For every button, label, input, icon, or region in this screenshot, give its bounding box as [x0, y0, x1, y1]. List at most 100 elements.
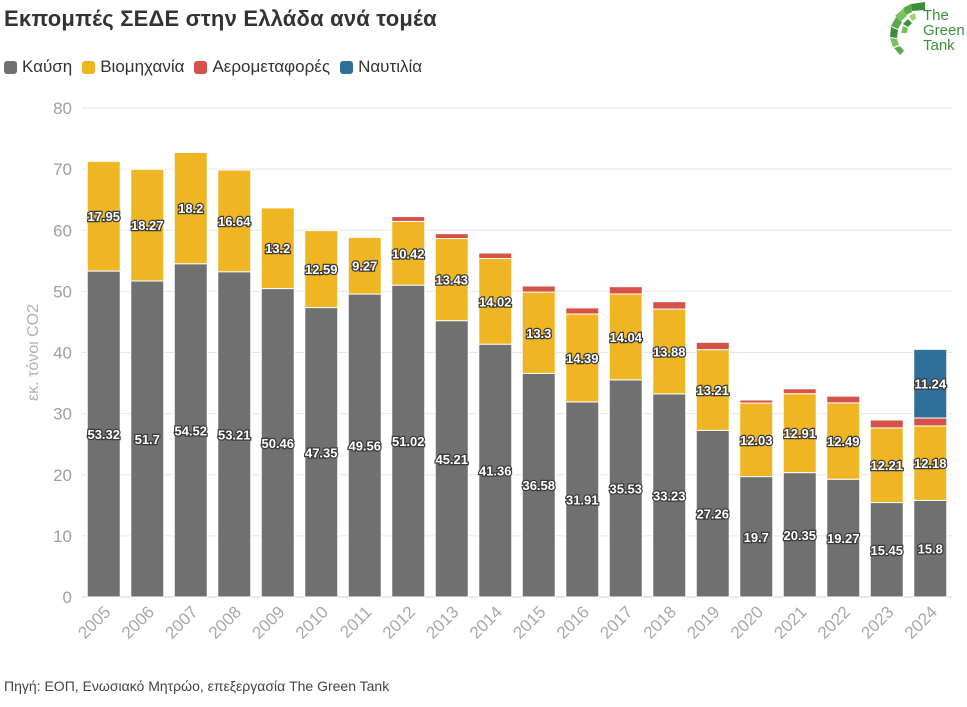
legend-swatch-shipping	[340, 60, 354, 74]
chart-legend: Καύση Βιομηχανία Αερομεταφορές Ναυτιλία	[4, 57, 432, 77]
data-label-combustion: 35.53	[609, 481, 642, 496]
bar-segment-combustion	[826, 478, 861, 598]
bar-segment-industry	[608, 293, 643, 381]
x-tick-label: 2021	[770, 602, 810, 642]
x-tick-label: 2009	[248, 602, 288, 642]
bar-segment-shipping	[913, 348, 948, 419]
logo-text-line1: The	[923, 7, 949, 24]
bar-segment-industry	[173, 151, 208, 265]
bar-segment-industry	[217, 169, 252, 273]
logo-text-line2: Green	[923, 22, 965, 39]
y-tick-label: 80	[53, 99, 72, 118]
x-tick-label: 2019	[683, 602, 723, 642]
bar-segment-industry	[130, 168, 165, 282]
data-label-industry: 13.88	[653, 344, 686, 359]
bar-segment-industry	[782, 393, 817, 474]
data-label-industry: 9.27	[352, 259, 377, 274]
data-label-industry: 14.04	[609, 330, 642, 345]
bar-segment-industry	[652, 308, 687, 395]
legend-item-combustion[interactable]: Καύση	[4, 57, 72, 77]
legend-label-combustion: Καύση	[22, 57, 73, 76]
y-tick-label: 10	[53, 527, 72, 546]
data-label-combustion: 47.35	[305, 445, 338, 460]
logo-text-line3: Tank	[923, 37, 955, 54]
bar-segment-aviation	[913, 417, 948, 427]
data-label-shipping: 11.24	[914, 377, 947, 392]
bar-segment-aviation	[608, 286, 643, 295]
data-label-industry: 13.43	[435, 273, 468, 288]
bar-segment-industry	[347, 236, 382, 295]
x-tick-label: 2024	[901, 602, 941, 642]
data-label-combustion: 19.27	[827, 531, 860, 546]
bar-segment-industry	[565, 313, 600, 403]
x-tick-label: 2012	[379, 602, 419, 642]
bar-segment-industry	[434, 238, 469, 322]
data-label-industry: 18.27	[131, 218, 164, 233]
legend-item-shipping[interactable]: Ναυτιλία	[340, 57, 422, 77]
bar-segment-industry	[913, 425, 948, 501]
bar-segment-combustion	[347, 293, 382, 598]
data-label-combustion: 41.36	[479, 464, 512, 479]
data-label-combustion: 54.52	[174, 423, 207, 438]
y-tick-label: 70	[53, 160, 72, 179]
bar-segment-combustion	[913, 499, 948, 598]
bar-segment-combustion	[260, 288, 295, 598]
x-tick-label: 2017	[596, 602, 636, 642]
x-tick-label: 2007	[161, 602, 201, 642]
data-label-combustion: 31.91	[566, 492, 599, 507]
bar-segment-industry	[86, 160, 121, 272]
data-label-combustion: 19.7	[744, 530, 769, 545]
legend-item-industry[interactable]: Βιομηχανία	[82, 57, 184, 77]
bar-segment-combustion	[86, 270, 121, 598]
data-label-combustion: 36.58	[522, 478, 555, 493]
bar-segment-combustion	[478, 343, 513, 598]
source-note: Πηγή: ΕΟΠ, Ενωσιακό Μητρώο, επεξεργασία …	[4, 678, 390, 694]
data-label-combustion: 45.21	[435, 452, 468, 467]
y-tick-label: 50	[53, 282, 72, 301]
data-label-combustion: 49.56	[348, 439, 381, 454]
bar-segment-aviation	[739, 399, 774, 404]
bar-segment-industry	[826, 402, 861, 480]
legend-label-shipping: Ναυτιλία	[358, 57, 423, 76]
bar-segment-combustion	[739, 476, 774, 598]
bar-segment-industry	[304, 230, 339, 309]
bar-segment-industry	[521, 291, 556, 374]
bar-segment-aviation	[565, 307, 600, 315]
bar-segment-combustion	[608, 379, 643, 598]
data-label-combustion: 51.7	[135, 432, 160, 447]
legend-item-aviation[interactable]: Αερομεταφορές	[194, 57, 330, 77]
bar-segment-aviation	[478, 252, 513, 259]
bar-segment-combustion	[869, 502, 904, 598]
y-tick-label: 0	[63, 588, 72, 607]
y-axis-label: εκ. τόνοι CO2	[25, 304, 42, 401]
bar-segment-combustion	[521, 372, 556, 598]
bar-segment-combustion	[782, 472, 817, 598]
bar-segment-aviation	[434, 233, 469, 240]
data-label-industry: 10.42	[392, 246, 425, 261]
data-label-industry: 13.2	[265, 241, 290, 256]
x-tick-label: 2010	[292, 602, 332, 642]
x-tick-label: 2014	[466, 602, 506, 642]
legend-swatch-combustion	[4, 60, 17, 74]
x-tick-label: 2020	[727, 602, 767, 642]
green-tank-logo: The Green Tank	[881, 0, 967, 62]
bar-segment-combustion	[217, 271, 252, 598]
y-tick-label: 30	[53, 405, 72, 424]
bar-segment-aviation	[695, 341, 730, 351]
data-label-combustion: 53.32	[87, 427, 120, 442]
data-label-industry: 12.03	[740, 433, 773, 448]
x-tick-label: 2016	[553, 602, 593, 642]
x-tick-label: 2013	[422, 602, 462, 642]
bar-segment-combustion	[304, 307, 339, 598]
x-tick-label: 2015	[509, 602, 549, 642]
data-label-industry: 16.64	[218, 214, 251, 229]
data-label-industry: 12.91	[783, 426, 816, 441]
data-label-combustion: 15.8	[918, 542, 943, 557]
bar-segment-aviation	[869, 419, 904, 429]
data-label-industry: 14.02	[479, 294, 512, 309]
data-label-industry: 13.21	[696, 383, 729, 398]
data-label-combustion: 33.23	[653, 488, 686, 503]
bar-segment-combustion	[652, 393, 687, 598]
data-label-industry: 12.59	[305, 262, 338, 277]
stacked-bar-chart: 0 10 20 30 40 50 60 70 80 εκ. τόνοι CO2 53.32 17.95…	[25, 99, 952, 643]
